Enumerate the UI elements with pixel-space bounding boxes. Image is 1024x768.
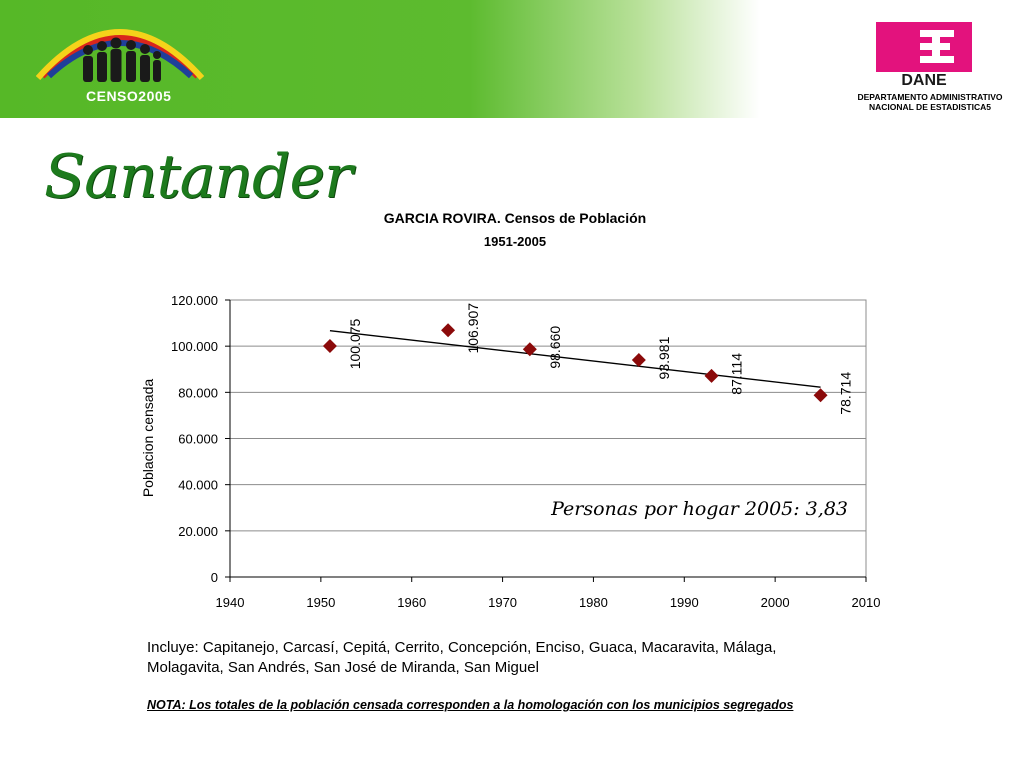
x-tick-label: 1980 [579, 595, 608, 610]
data-point [631, 353, 646, 368]
data-point [704, 368, 719, 383]
censo-2005-logo [36, 29, 204, 82]
data-point [813, 388, 828, 403]
included-municipalities: Incluye: Capitanejo, Carcasí, Cepitá, Ce… [147, 638, 907, 678]
trendline [329, 330, 821, 388]
y-tick-label: 100.000 [171, 339, 218, 354]
includes-line-2: Molagavita, San Andrés, San José de Mira… [147, 659, 539, 676]
y-axis-label: Poblacion censada [140, 379, 156, 498]
people-icon [83, 37, 161, 82]
rainbow-yellow-arc [36, 29, 204, 80]
data-point [522, 342, 537, 357]
y-tick-label: 120.000 [171, 293, 218, 308]
page-title: Santander [44, 142, 353, 212]
x-tick-label: 1970 [488, 595, 517, 610]
x-tick-label: 2000 [761, 595, 790, 610]
dane-logo-text: DANE [901, 72, 947, 88]
chart-annotation: Personas por hogar 2005: 3,83 [550, 498, 848, 520]
y-tick-label: 40.000 [178, 478, 218, 493]
includes-line-1: Incluye: Capitanejo, Carcasí, Cepitá, Ce… [147, 639, 777, 656]
data-label: 106.907 [465, 303, 481, 354]
census-note: NOTA: Los totales de la población censad… [147, 698, 794, 712]
chart-title: GARCIA ROVIRA. Censos de Población [384, 210, 646, 226]
dane-logo: DANE [874, 22, 974, 88]
y-tick-label: 20.000 [178, 524, 218, 539]
x-tick-label: 1960 [397, 595, 426, 610]
dane-caption: DEPARTAMENTO ADMINISTRATIVO NACIONAL DE … [840, 92, 1020, 112]
data-label: 93.981 [656, 336, 672, 379]
chart-subtitle: 1951-2005 [484, 234, 546, 249]
data-point [322, 338, 337, 353]
y-tick-label: 60.000 [178, 432, 218, 447]
data-label: 100.075 [347, 318, 363, 369]
dane-caption-line1: DEPARTAMENTO ADMINISTRATIVO [857, 92, 1003, 102]
population-chart: GARCIA ROVIRA. Censos de Población 1951-2… [140, 210, 881, 610]
y-tick-label: 80.000 [178, 385, 218, 400]
x-tick-label: 2010 [852, 595, 881, 610]
data-label: 78.714 [838, 372, 854, 415]
x-tick-label: 1940 [216, 595, 245, 610]
x-tick-label: 1950 [306, 595, 335, 610]
x-tick-label: 1990 [670, 595, 699, 610]
dane-caption-line2: NACIONAL DE ESTADISTICA5 [868, 102, 991, 112]
y-tick-label: 0 [211, 570, 218, 585]
data-label: 87.114 [729, 353, 745, 395]
data-label: 98.660 [547, 326, 563, 369]
censo-logo-text: CENSO2005 [86, 88, 172, 104]
data-point [441, 323, 456, 338]
